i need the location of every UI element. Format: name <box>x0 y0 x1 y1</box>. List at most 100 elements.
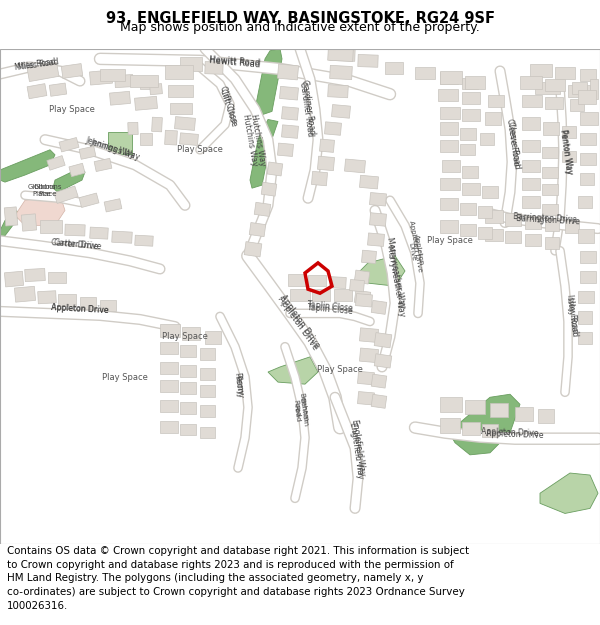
Bar <box>525 216 541 229</box>
Text: Appleton Drive: Appleton Drive <box>278 293 322 350</box>
Bar <box>160 400 178 412</box>
Bar <box>65 224 85 236</box>
Bar <box>359 348 379 362</box>
Bar <box>478 206 492 219</box>
Bar <box>89 70 113 85</box>
Bar <box>462 109 480 121</box>
Bar <box>329 66 352 79</box>
Bar <box>440 72 458 84</box>
Bar <box>578 196 592 208</box>
Bar <box>358 371 374 385</box>
Bar <box>465 400 485 414</box>
Text: Merryweather Way: Merryweather Way <box>385 245 407 318</box>
Text: Map shows position and indicative extent of the property.: Map shows position and indicative extent… <box>120 21 480 34</box>
Bar <box>440 198 458 211</box>
Bar <box>359 328 379 342</box>
Bar <box>442 160 460 172</box>
Text: 93, ENGLEFIELD WAY, BASINGSTOKE, RG24 9SF: 93, ENGLEFIELD WAY, BASINGSTOKE, RG24 9S… <box>106 11 494 26</box>
Text: Hewitt Road: Hewitt Road <box>209 56 261 69</box>
Bar <box>555 67 575 79</box>
Text: Cleeve Road: Cleeve Road <box>505 118 521 166</box>
Bar <box>317 156 335 171</box>
Bar <box>308 275 326 286</box>
Bar <box>462 92 480 104</box>
Text: Peony: Peony <box>232 375 244 399</box>
Polygon shape <box>108 132 132 154</box>
Bar <box>440 122 458 134</box>
Polygon shape <box>268 357 318 384</box>
Bar <box>485 112 501 124</box>
Bar <box>545 79 565 91</box>
Bar <box>325 122 341 135</box>
Bar <box>580 173 594 185</box>
Text: Play Space: Play Space <box>49 105 95 114</box>
Bar <box>115 74 133 88</box>
Bar <box>100 300 116 311</box>
Bar <box>385 62 403 74</box>
Bar <box>545 237 559 249</box>
Bar <box>69 163 85 177</box>
Bar <box>249 222 266 237</box>
Bar <box>152 118 163 132</box>
Bar <box>572 82 587 94</box>
Bar <box>328 84 349 98</box>
Text: Hewitt Road: Hewitt Road <box>209 54 261 67</box>
Bar <box>578 332 592 344</box>
Bar <box>482 424 498 437</box>
Bar <box>182 326 200 340</box>
Bar <box>160 324 180 337</box>
Text: Play Space: Play Space <box>427 236 473 245</box>
Polygon shape <box>0 211 20 239</box>
Text: Benham
Road: Benham Road <box>292 392 308 422</box>
Bar <box>490 403 508 418</box>
Text: Appleton Drive: Appleton Drive <box>276 295 320 352</box>
Bar <box>100 69 125 81</box>
Bar <box>160 421 178 432</box>
Polygon shape <box>255 49 282 116</box>
Bar <box>160 342 178 354</box>
Bar <box>440 139 458 152</box>
Bar <box>578 90 596 104</box>
Polygon shape <box>15 195 65 226</box>
Bar <box>460 127 476 139</box>
Bar <box>462 183 480 195</box>
Text: Clift Close: Clift Close <box>218 88 238 127</box>
Bar <box>330 46 355 61</box>
Text: Taplin Close: Taplin Close <box>307 303 353 316</box>
Text: Cleeve Road: Cleeve Road <box>506 121 522 169</box>
Bar <box>465 76 485 89</box>
Bar <box>312 289 330 301</box>
Bar <box>562 151 576 162</box>
Polygon shape <box>540 473 598 514</box>
Bar <box>160 380 178 392</box>
Bar <box>542 147 558 158</box>
Bar <box>344 159 365 173</box>
Text: Peony: Peony <box>232 372 244 396</box>
Bar <box>244 242 262 257</box>
Text: Play Space: Play Space <box>102 372 148 382</box>
Bar <box>578 229 594 242</box>
Bar <box>515 408 533 421</box>
Bar <box>480 132 494 145</box>
Text: Englefield Way: Englefield Way <box>347 422 364 479</box>
Bar <box>261 182 277 196</box>
Bar <box>254 202 271 216</box>
Bar <box>165 65 193 79</box>
Bar <box>79 193 99 208</box>
Bar <box>374 332 392 348</box>
Text: Gardiner Road: Gardiner Road <box>299 79 316 136</box>
Bar <box>179 133 199 146</box>
Text: Clift Close: Clift Close <box>218 84 238 124</box>
Bar <box>440 221 458 232</box>
Bar <box>128 122 138 135</box>
Bar <box>175 117 196 131</box>
Bar <box>440 178 460 190</box>
Bar <box>440 107 460 119</box>
Bar <box>180 57 202 71</box>
Bar <box>350 279 364 292</box>
Bar <box>530 64 552 77</box>
Text: Play Space: Play Space <box>162 332 208 341</box>
Bar <box>180 424 196 434</box>
Polygon shape <box>358 256 405 286</box>
Text: Play Space: Play Space <box>317 366 363 374</box>
